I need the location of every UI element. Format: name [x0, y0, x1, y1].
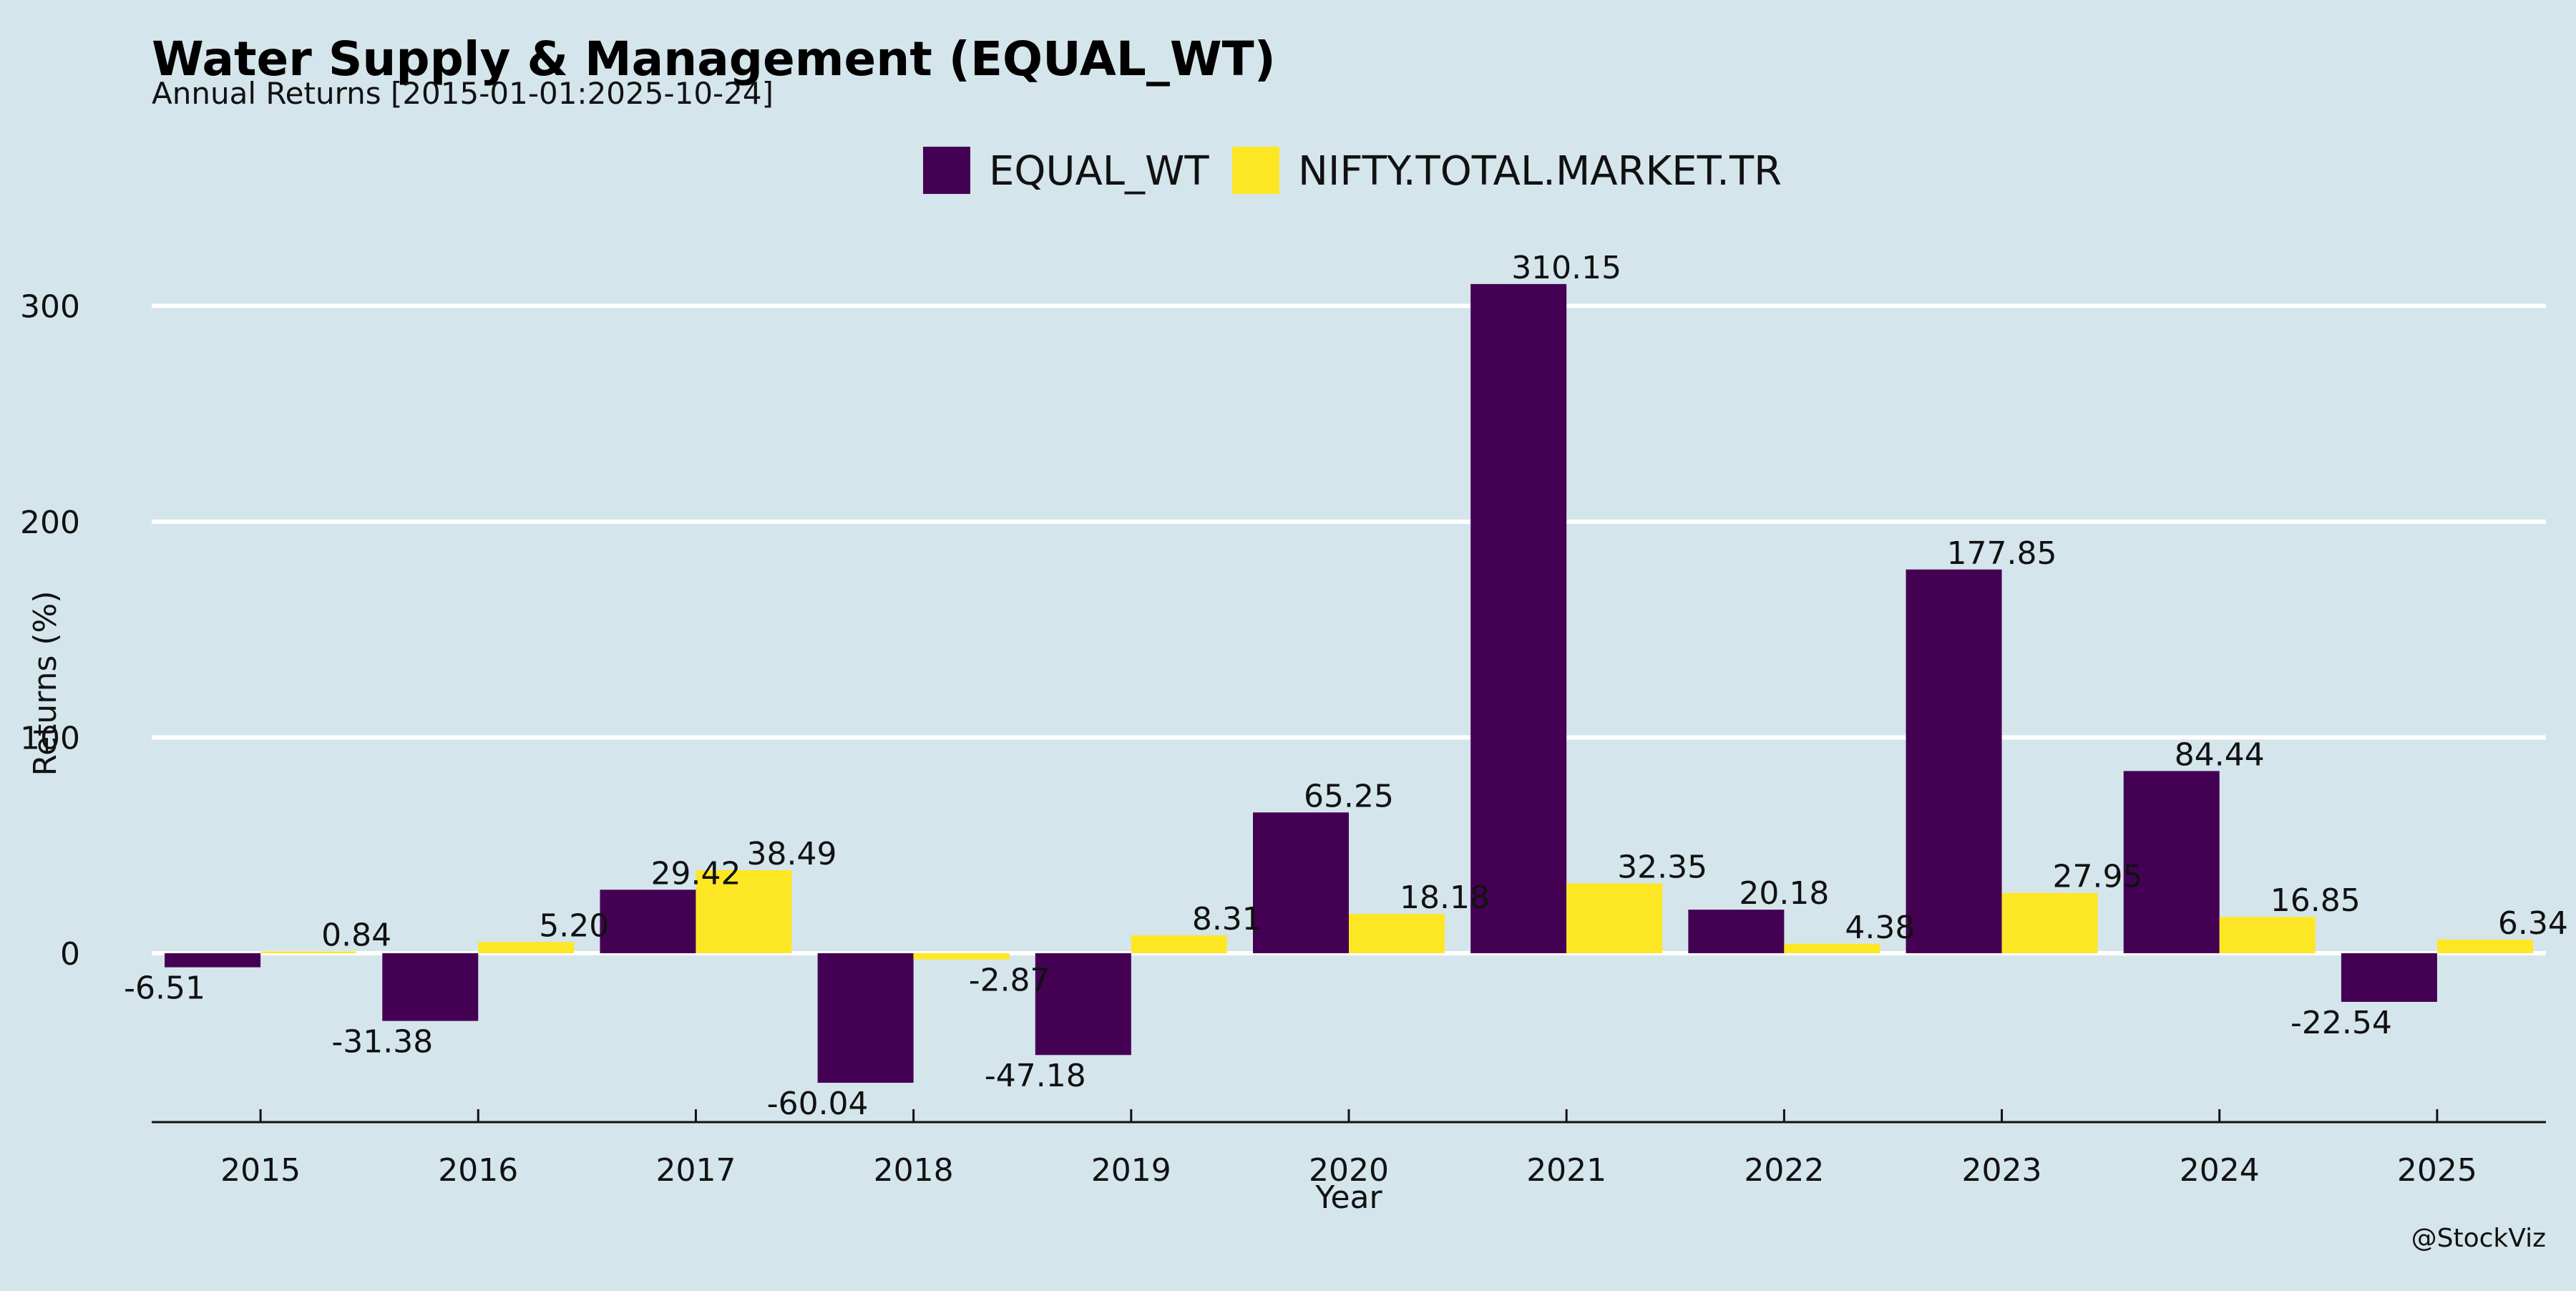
- bar-nifty-2022: [1784, 943, 1880, 953]
- bar-nifty-2019: [1131, 935, 1227, 953]
- data-label-equal-wt-2021: 310.15: [1511, 250, 1621, 286]
- data-label-equal-wt-2023: 177.85: [1947, 535, 2057, 572]
- bar-equal-wt-2015: [165, 953, 261, 968]
- bar-equal-wt-2021: [1470, 283, 1567, 954]
- x-tick-label-2020: 2020: [1309, 1152, 1389, 1189]
- x-tick-label-2017: 2017: [655, 1152, 736, 1189]
- legend-swatch-equal-wt: [923, 147, 970, 194]
- bar-equal-wt-2016: [382, 953, 479, 1021]
- data-label-nifty-2021: 32.35: [1617, 849, 1707, 885]
- x-axis-title: Year: [1314, 1179, 1382, 1216]
- x-tick-label-2021: 2021: [1526, 1152, 1606, 1189]
- data-label-equal-wt-2016: -31.38: [331, 1024, 433, 1061]
- chart-subtitle: Annual Returns [2015-01-01:2025-10-24]: [152, 76, 774, 111]
- bar-equal-wt-2019: [1035, 953, 1131, 1056]
- bar-nifty-2024: [2219, 917, 2316, 953]
- bar-equal-wt-2018: [817, 953, 914, 1083]
- legend-label-equal-wt: EQUAL_WT: [989, 148, 1209, 195]
- x-tick-label-2015: 2015: [220, 1152, 301, 1189]
- legend-label-nifty: NIFTY.TOTAL.MARKET.TR: [1298, 148, 1782, 195]
- data-label-equal-wt-2015: -6.51: [124, 970, 205, 1007]
- bar-nifty-2018: [913, 953, 1010, 960]
- data-label-equal-wt-2025: -22.54: [2290, 1005, 2392, 1041]
- axes: 2015 2016 2017 2018 2019 2020 2021 2022 2023 2024…: [20, 289, 2546, 1189]
- bar-equal-wt-2025: [2341, 953, 2437, 1002]
- data-label-nifty-2025: 6.34: [2498, 905, 2568, 942]
- bar-nifty-2015: [260, 951, 357, 953]
- legend: EQUAL_WT NIFTY.TOTAL.MARKET.TR: [923, 147, 1782, 195]
- bar-equal-wt-2022: [1688, 910, 1785, 953]
- y-tick-label-200: 200: [20, 505, 80, 541]
- bars: [165, 283, 2533, 1083]
- bar-equal-wt-2024: [2123, 771, 2220, 953]
- y-tick-label-100: 100: [20, 721, 80, 757]
- data-label-equal-wt-2017: 29.42: [650, 855, 741, 892]
- x-tick-label-2025: 2025: [2397, 1152, 2477, 1189]
- x-tick-label-2024: 2024: [2180, 1152, 2260, 1189]
- data-label-equal-wt-2018: -60.04: [767, 1086, 869, 1122]
- x-tick-label-2016: 2016: [438, 1152, 518, 1189]
- data-label-nifty-2024: 16.85: [2270, 882, 2361, 919]
- data-label-equal-wt-2024: 84.44: [2175, 736, 2265, 773]
- data-label-nifty-2023: 27.95: [2053, 859, 2143, 895]
- data-label-equal-wt-2020: 65.25: [1304, 778, 1394, 814]
- y-tick-label-0: 0: [60, 936, 80, 973]
- y-tick-label-300: 300: [20, 289, 80, 326]
- source-caption: @StockViz: [2411, 1224, 2546, 1253]
- y-axis-title: Returns (%): [27, 590, 64, 776]
- bar-nifty-2021: [1566, 883, 1663, 953]
- chart-title: Water Supply & Management (EQUAL_WT): [152, 31, 1276, 87]
- bar-equal-wt-2017: [600, 890, 696, 953]
- x-tick-label-2018: 2018: [874, 1152, 954, 1189]
- data-label-nifty-2015: 0.84: [321, 917, 391, 953]
- data-label-nifty-2019: 8.31: [1192, 901, 1262, 937]
- bar-nifty-2016: [478, 942, 575, 953]
- legend-swatch-nifty: [1232, 147, 1279, 194]
- bar-nifty-2025: [2436, 939, 2533, 953]
- x-tick-label-2023: 2023: [1962, 1152, 2042, 1189]
- data-label-nifty-2022: 4.38: [1845, 910, 1915, 946]
- data-label-nifty-2020: 18.18: [1400, 880, 1490, 916]
- data-label-equal-wt-2019: -47.18: [985, 1058, 1086, 1094]
- x-tick-label-2019: 2019: [1091, 1152, 1171, 1189]
- x-tick-label-2022: 2022: [1744, 1152, 1824, 1189]
- data-label-nifty-2017: 38.49: [746, 836, 836, 872]
- data-label-nifty-2018: -2.87: [969, 963, 1050, 999]
- bar-equal-wt-2020: [1253, 812, 1349, 953]
- bar-nifty-2020: [1349, 914, 1445, 953]
- data-label-nifty-2016: 5.20: [539, 907, 609, 944]
- bar-nifty-2023: [2001, 892, 2098, 953]
- bar-nifty-2017: [696, 869, 792, 953]
- data-label-equal-wt-2022: 20.18: [1739, 875, 1829, 912]
- bar-equal-wt-2023: [1906, 569, 2002, 953]
